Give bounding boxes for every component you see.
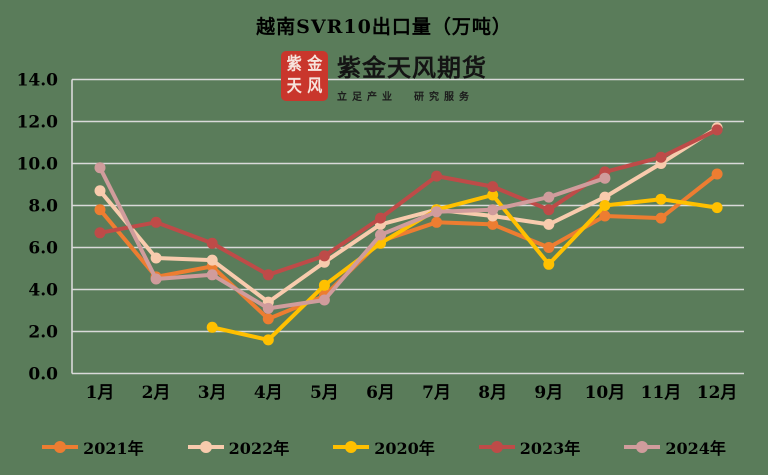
brand-name: 紫金天风期货 (337, 54, 487, 82)
data-point-2023年 (206, 237, 218, 249)
data-point-2024年 (487, 204, 499, 216)
seal-stamp-icon: 紫 金 天 风 (281, 50, 328, 101)
brand-tagline: 立足产业 研究服务 (337, 92, 474, 103)
legend-label: 2024年 (665, 439, 726, 458)
legend-item-2023年: 2023年 (478, 435, 581, 459)
data-point-2020年 (262, 334, 274, 346)
y-tick-label: 0.0 (28, 365, 58, 385)
seal-char: 风 (307, 75, 323, 97)
data-point-2020年 (206, 321, 218, 333)
y-tick-label: 6.0 (28, 239, 58, 259)
data-point-2020年 (655, 193, 667, 205)
data-point-2020年 (487, 189, 499, 201)
seal-char: 金 (307, 53, 323, 75)
legend-label: 2022年 (228, 439, 290, 458)
legend-label: 2020年 (374, 439, 435, 458)
x-tick-label: 5月 (310, 383, 339, 403)
y-tick-label: 10.0 (17, 155, 59, 175)
x-tick-label: 12月 (697, 383, 738, 403)
seal-char: 紫 (286, 53, 302, 75)
data-point-2020年 (543, 258, 555, 270)
series-line-2020年 (210, 193, 720, 342)
data-point-2023年 (543, 204, 555, 216)
legend-dot-icon (54, 441, 67, 453)
data-point-2022年 (150, 252, 162, 264)
x-tick-label: 8月 (478, 383, 507, 403)
x-tick-label: 10月 (585, 383, 626, 403)
legend-item-2020年: 2020年 (333, 435, 435, 459)
data-point-2021年 (431, 216, 443, 228)
data-point-2023年 (655, 151, 667, 163)
x-tick-label: 11月 (641, 383, 682, 403)
chart-title: 越南SVR10出口量（万吨） (256, 16, 512, 38)
legend-item-2024年: 2024年 (624, 435, 726, 459)
seal-char: 天 (286, 75, 302, 97)
legend-label: 2021年 (83, 439, 144, 458)
data-point-2023年 (487, 181, 499, 193)
data-point-2021年 (655, 212, 667, 224)
legend-marker-icon (333, 441, 370, 453)
y-tick-label: 12.0 (17, 113, 59, 133)
y-tick-label: 2.0 (28, 323, 58, 343)
y-tick-label: 4.0 (28, 281, 58, 301)
legend-dot-icon (636, 441, 649, 453)
data-point-2022年 (599, 191, 611, 203)
data-point-2020年 (711, 202, 723, 214)
y-tick-label: 14.0 (17, 71, 59, 91)
data-point-2021年 (487, 218, 499, 230)
data-point-2021年 (262, 313, 274, 325)
series-line-2021年 (98, 172, 720, 321)
data-point-2023年 (150, 216, 162, 228)
x-tick-label: 2月 (142, 383, 171, 403)
data-point-2021年 (94, 204, 106, 216)
data-point-2023年 (94, 227, 106, 239)
data-point-2023年 (375, 212, 386, 224)
legend-item-2022年: 2022年 (187, 435, 290, 459)
data-point-2024年 (262, 302, 274, 314)
legend-dot-icon (490, 441, 503, 453)
brand-logo: 紫 金 天 风 紫金天风期货 立足产业 研究服务 (281, 48, 487, 103)
data-point-2024年 (543, 191, 555, 203)
data-point-2020年 (318, 279, 330, 291)
legend-label: 2023年 (519, 439, 581, 458)
data-point-2022年 (206, 254, 218, 266)
series-line-2023年 (98, 127, 720, 277)
data-point-2023年 (318, 250, 330, 262)
legend-dot-icon (199, 441, 212, 453)
x-tick-label: 3月 (198, 383, 227, 403)
data-point-2021年 (543, 242, 555, 253)
data-point-2024年 (431, 206, 443, 218)
legend-marker-icon (42, 441, 79, 453)
data-point-2022年 (543, 218, 555, 230)
data-point-2024年 (375, 229, 386, 241)
series-line-2024年 (98, 165, 607, 311)
x-tick-label: 9月 (534, 383, 563, 403)
chart-legend: 2021年 2022年 2020年 2023年 2024年 (0, 435, 768, 459)
data-point-2022年 (94, 185, 106, 197)
data-point-2024年 (150, 273, 162, 285)
x-tick-label: 7月 (422, 383, 451, 403)
legend-marker-icon (624, 441, 661, 453)
data-point-2024年 (94, 162, 106, 174)
data-point-2024年 (318, 294, 330, 306)
legend-dot-icon (345, 441, 358, 453)
x-tick-label: 1月 (86, 383, 115, 403)
data-point-2023年 (431, 170, 443, 182)
legend-marker-icon (478, 441, 515, 453)
data-point-2021年 (711, 168, 723, 180)
data-point-2020年 (599, 200, 611, 211)
data-point-2023年 (711, 124, 723, 136)
x-tick-label: 4月 (254, 383, 283, 403)
legend-item-2021年: 2021年 (42, 435, 144, 459)
data-point-2024年 (206, 269, 218, 281)
legend-marker-icon (187, 441, 224, 453)
data-point-2024年 (599, 172, 611, 184)
data-point-2023年 (262, 269, 274, 281)
series-line-2022年 (98, 125, 720, 305)
x-tick-label: 6月 (366, 383, 395, 403)
y-tick-label: 8.0 (28, 197, 58, 217)
data-point-2021年 (599, 210, 611, 222)
